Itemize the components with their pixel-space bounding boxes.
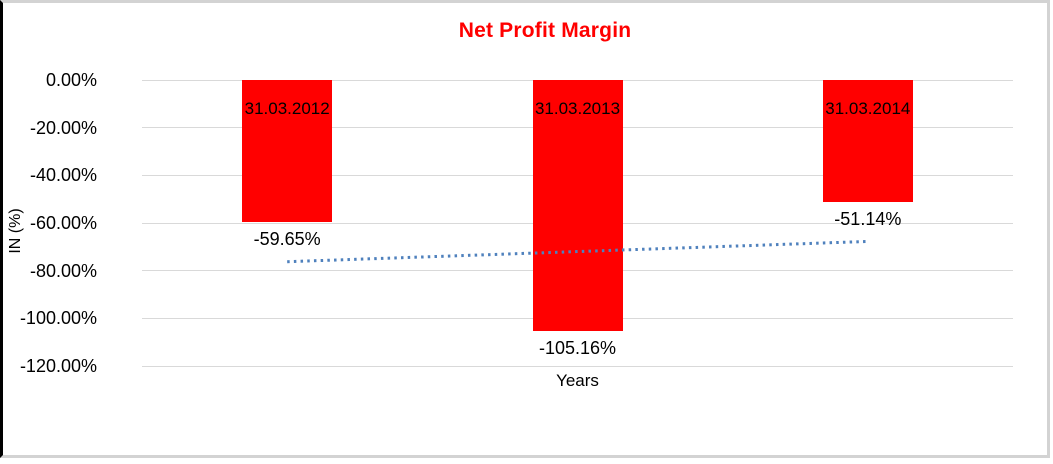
x-axis-title: Years	[556, 371, 599, 390]
y-axis-tick-label: 0.00%	[45, 70, 97, 90]
chart-title: Net Profit Margin	[458, 19, 632, 42]
value-label: -105.16%	[538, 337, 617, 358]
gridline	[142, 365, 1013, 367]
y-axis-tick-label: -60.00%	[29, 213, 97, 233]
bar	[822, 80, 913, 202]
category-label: 31.03.2012	[244, 99, 330, 118]
bar	[532, 80, 623, 331]
y-axis-tick-label: -20.00%	[29, 117, 97, 138]
category-label: 31.03.2014	[825, 99, 911, 118]
value-label: -59.65%	[253, 229, 321, 250]
bar	[242, 80, 333, 223]
y-axis-tick-label: -120.00%	[19, 356, 97, 376]
y-axis-tick-label: -40.00%	[29, 165, 97, 186]
trendline	[287, 239, 868, 264]
y-axis-tick-label: -100.00%	[19, 308, 97, 329]
y-axis-tick-label: -80.00%	[29, 260, 97, 281]
category-label: 31.03.2013	[534, 99, 621, 118]
value-label: -51.14%	[834, 208, 902, 229]
plot-area: 0.00% -20.00% -40.00% -60.00% -80.00% -100.00…	[20, 70, 1013, 376]
